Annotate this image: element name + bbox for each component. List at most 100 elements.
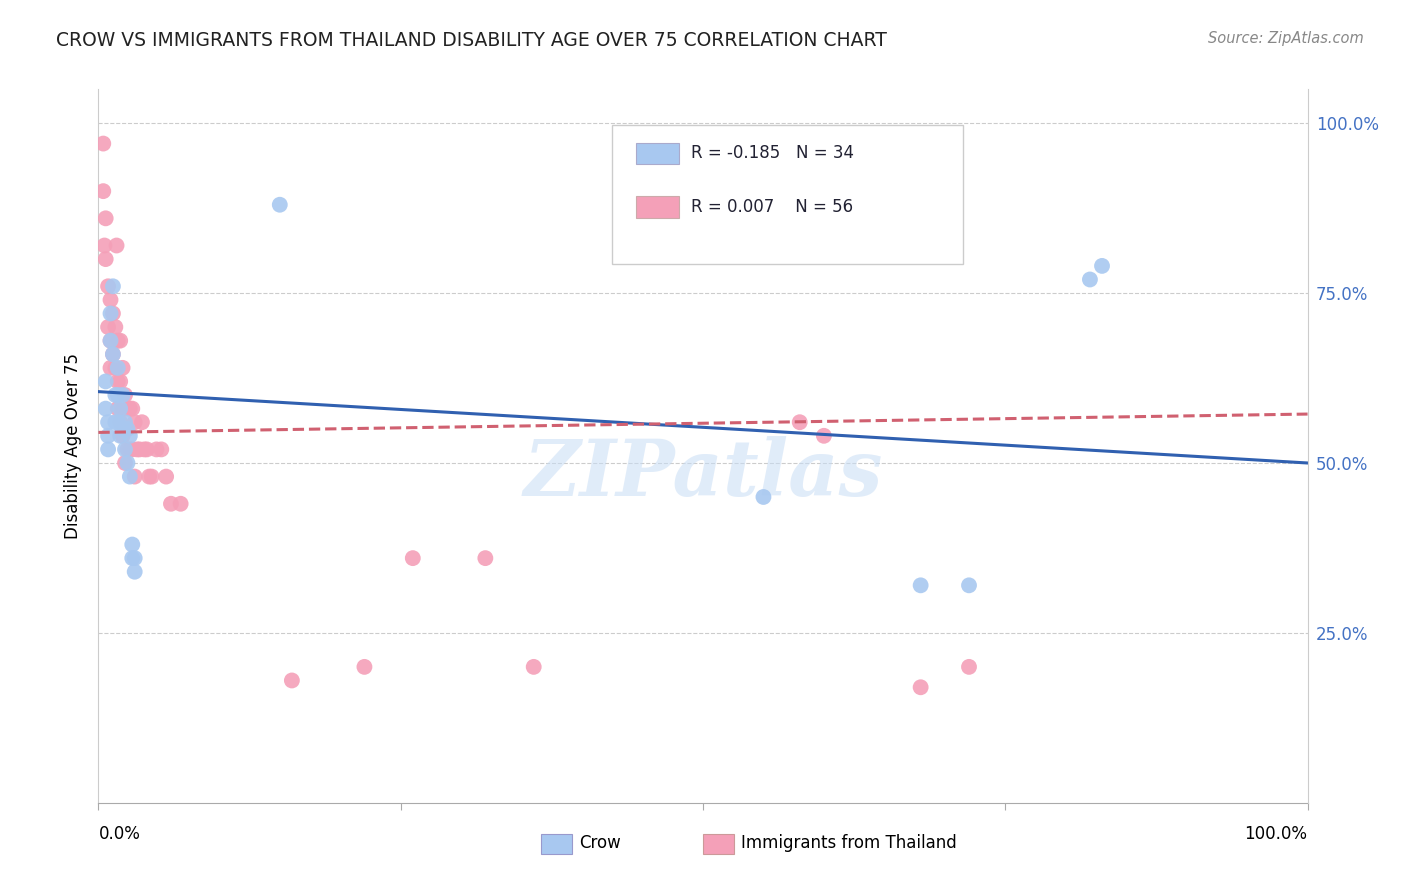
- Point: [97, 279, 120, 293]
- Point: [93, 238, 115, 252]
- Point: [114, 442, 136, 457]
- Point: [111, 388, 134, 402]
- Point: [117, 442, 139, 457]
- Point: [101, 306, 124, 320]
- Point: [1091, 259, 1114, 273]
- Point: [114, 456, 136, 470]
- Point: [752, 490, 775, 504]
- Point: [114, 388, 136, 402]
- Point: [474, 551, 496, 566]
- Point: [118, 442, 141, 457]
- Point: [94, 375, 117, 389]
- Point: [97, 442, 120, 457]
- Point: [108, 429, 131, 443]
- Point: [118, 401, 141, 416]
- Point: [111, 401, 134, 416]
- Point: [107, 375, 129, 389]
- Point: [108, 334, 131, 348]
- Point: [104, 415, 127, 429]
- Point: [124, 551, 146, 566]
- Point: [169, 497, 191, 511]
- Point: [107, 334, 129, 348]
- Point: [107, 360, 129, 375]
- Point: [108, 401, 131, 416]
- Point: [124, 415, 146, 429]
- Point: [402, 551, 425, 566]
- Text: ZIPatlas: ZIPatlas: [523, 436, 883, 513]
- Bar: [637, 143, 679, 164]
- Point: [117, 401, 139, 416]
- Point: [111, 429, 134, 443]
- Point: [121, 537, 143, 551]
- Point: [105, 238, 128, 252]
- Point: [127, 442, 149, 457]
- Point: [135, 442, 157, 457]
- Point: [957, 660, 980, 674]
- Point: [101, 347, 124, 361]
- Point: [94, 211, 117, 226]
- Point: [101, 347, 124, 361]
- Point: [97, 320, 120, 334]
- Point: [150, 442, 173, 457]
- Point: [145, 442, 167, 457]
- Point: [117, 422, 139, 436]
- Y-axis label: Disability Age Over 75: Disability Age Over 75: [65, 353, 83, 539]
- Point: [101, 279, 124, 293]
- Point: [160, 497, 183, 511]
- Point: [97, 429, 120, 443]
- Point: [91, 184, 114, 198]
- Point: [104, 360, 127, 375]
- Point: [100, 360, 122, 375]
- Text: R = -0.185   N = 34: R = -0.185 N = 34: [690, 145, 853, 162]
- Point: [124, 565, 146, 579]
- Point: [1078, 272, 1101, 286]
- Point: [108, 375, 131, 389]
- Point: [121, 551, 143, 566]
- Point: [94, 401, 117, 416]
- Point: [91, 136, 114, 151]
- Point: [134, 442, 156, 457]
- Point: [107, 415, 129, 429]
- Point: [121, 442, 143, 457]
- Point: [107, 401, 129, 416]
- Point: [100, 334, 122, 348]
- Point: [94, 252, 117, 266]
- Point: [108, 415, 131, 429]
- Point: [121, 401, 143, 416]
- Point: [138, 469, 160, 483]
- Point: [155, 469, 177, 483]
- Point: [100, 306, 122, 320]
- Bar: [637, 196, 679, 218]
- Point: [128, 442, 150, 457]
- Point: [104, 320, 127, 334]
- FancyBboxPatch shape: [613, 125, 963, 264]
- Point: [131, 415, 153, 429]
- Point: [111, 360, 134, 375]
- Point: [104, 388, 127, 402]
- Point: [97, 415, 120, 429]
- Point: [117, 456, 139, 470]
- Point: [523, 660, 546, 674]
- Point: [118, 429, 141, 443]
- Point: [124, 469, 146, 483]
- Point: [910, 578, 932, 592]
- Point: [100, 334, 122, 348]
- Text: Crow: Crow: [579, 834, 621, 852]
- Point: [141, 469, 163, 483]
- Text: Source: ZipAtlas.com: Source: ZipAtlas.com: [1208, 31, 1364, 46]
- Point: [269, 198, 291, 212]
- Point: [114, 415, 136, 429]
- Point: [789, 415, 811, 429]
- Point: [957, 578, 980, 592]
- Text: Immigrants from Thailand: Immigrants from Thailand: [741, 834, 956, 852]
- Point: [118, 469, 141, 483]
- Point: [281, 673, 304, 688]
- Point: [114, 422, 136, 436]
- Text: 0.0%: 0.0%: [98, 825, 141, 843]
- Point: [107, 388, 129, 402]
- Point: [100, 293, 122, 307]
- Point: [111, 422, 134, 436]
- Text: 100.0%: 100.0%: [1244, 825, 1308, 843]
- Text: R = 0.007    N = 56: R = 0.007 N = 56: [690, 198, 853, 216]
- Point: [353, 660, 375, 674]
